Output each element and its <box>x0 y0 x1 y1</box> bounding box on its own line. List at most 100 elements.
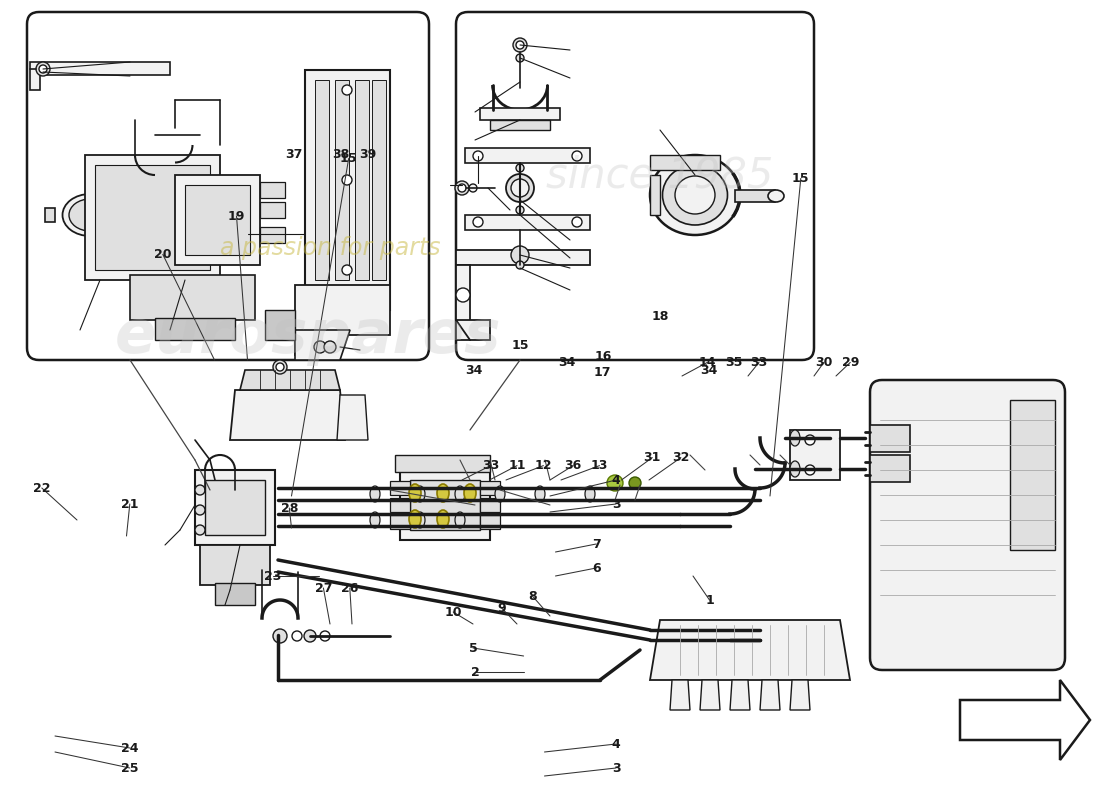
Text: 34: 34 <box>558 356 575 369</box>
Text: 24: 24 <box>121 742 139 754</box>
Text: 8: 8 <box>528 590 537 602</box>
Ellipse shape <box>495 486 505 502</box>
Ellipse shape <box>455 486 465 502</box>
Circle shape <box>195 525 205 535</box>
Text: 15: 15 <box>340 152 358 165</box>
Text: 13: 13 <box>591 459 608 472</box>
Text: 4: 4 <box>612 474 620 486</box>
Polygon shape <box>390 515 410 529</box>
Circle shape <box>516 206 524 214</box>
Ellipse shape <box>535 486 544 502</box>
Text: 3: 3 <box>612 498 620 510</box>
Ellipse shape <box>512 179 529 197</box>
Ellipse shape <box>464 484 476 502</box>
Circle shape <box>513 38 527 52</box>
Circle shape <box>607 475 623 491</box>
Polygon shape <box>305 70 390 310</box>
Circle shape <box>458 184 466 192</box>
Circle shape <box>473 217 483 227</box>
Polygon shape <box>230 390 345 440</box>
Polygon shape <box>870 455 910 482</box>
Polygon shape <box>337 395 368 440</box>
Polygon shape <box>465 215 590 230</box>
FancyBboxPatch shape <box>870 380 1065 670</box>
Polygon shape <box>390 498 410 512</box>
Polygon shape <box>395 455 490 472</box>
Circle shape <box>304 630 316 642</box>
Ellipse shape <box>437 484 449 502</box>
Text: 20: 20 <box>154 248 172 261</box>
Polygon shape <box>205 480 265 535</box>
Text: 35: 35 <box>725 356 742 369</box>
Polygon shape <box>240 370 340 390</box>
Text: 26: 26 <box>341 582 359 594</box>
Ellipse shape <box>370 486 379 502</box>
Polygon shape <box>195 470 275 545</box>
Text: 36: 36 <box>564 459 582 472</box>
Ellipse shape <box>409 510 421 528</box>
Circle shape <box>572 217 582 227</box>
Circle shape <box>342 175 352 185</box>
Ellipse shape <box>790 430 800 446</box>
Polygon shape <box>30 62 170 90</box>
Polygon shape <box>650 620 850 680</box>
Ellipse shape <box>415 486 425 502</box>
Polygon shape <box>790 430 840 480</box>
Text: 9: 9 <box>497 602 506 614</box>
Text: 34: 34 <box>465 364 483 377</box>
Polygon shape <box>372 80 386 280</box>
Polygon shape <box>735 190 776 202</box>
Circle shape <box>473 151 483 161</box>
Polygon shape <box>265 310 295 340</box>
Circle shape <box>292 631 302 641</box>
Circle shape <box>342 265 352 275</box>
Text: eurospares: eurospares <box>114 306 502 366</box>
Polygon shape <box>214 583 255 605</box>
Circle shape <box>516 54 524 62</box>
Circle shape <box>469 184 477 192</box>
Polygon shape <box>45 208 55 222</box>
Polygon shape <box>670 680 690 710</box>
Text: 7: 7 <box>592 538 601 550</box>
Circle shape <box>314 341 326 353</box>
Text: 23: 23 <box>264 570 282 582</box>
Polygon shape <box>400 470 490 540</box>
Polygon shape <box>185 185 250 255</box>
Polygon shape <box>260 182 285 198</box>
Circle shape <box>324 341 336 353</box>
Polygon shape <box>650 175 660 215</box>
Text: 37: 37 <box>285 148 303 161</box>
Polygon shape <box>315 80 329 280</box>
Polygon shape <box>260 227 285 243</box>
Text: 33: 33 <box>482 459 499 472</box>
Polygon shape <box>960 680 1090 760</box>
Circle shape <box>516 261 524 269</box>
Text: 16: 16 <box>594 350 612 362</box>
Text: 38: 38 <box>332 148 350 161</box>
Polygon shape <box>155 318 235 340</box>
Ellipse shape <box>650 155 740 235</box>
Polygon shape <box>260 202 285 218</box>
Text: 28: 28 <box>280 502 298 514</box>
Circle shape <box>516 164 524 172</box>
Ellipse shape <box>437 510 449 528</box>
Ellipse shape <box>675 176 715 214</box>
Text: 25: 25 <box>121 762 139 774</box>
Polygon shape <box>760 680 780 710</box>
Text: 4: 4 <box>612 738 620 750</box>
Ellipse shape <box>662 165 727 225</box>
Polygon shape <box>130 275 255 320</box>
Polygon shape <box>336 80 349 280</box>
Ellipse shape <box>790 461 800 477</box>
Polygon shape <box>410 480 480 530</box>
Circle shape <box>455 181 469 195</box>
Circle shape <box>39 65 47 73</box>
Polygon shape <box>870 425 910 452</box>
Polygon shape <box>390 481 410 495</box>
Text: a passion for parts: a passion for parts <box>220 236 440 260</box>
Text: 32: 32 <box>672 451 690 464</box>
Polygon shape <box>480 481 501 495</box>
Text: 10: 10 <box>444 606 462 618</box>
Text: 33: 33 <box>750 356 768 369</box>
Circle shape <box>195 485 205 495</box>
